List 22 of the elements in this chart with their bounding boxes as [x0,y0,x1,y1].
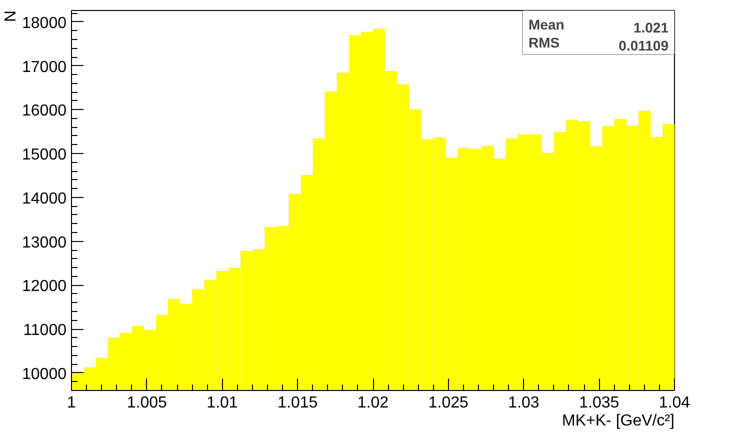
y-tick-label: 10000 [22,366,67,383]
y-tick-label: 11000 [23,322,67,340]
y-tick-label: 12000 [22,278,67,296]
y-axis-title: N [2,10,20,22]
y-tick-label: 13000 [22,234,67,252]
text: Mean 1.021 [528,16,669,36]
x-tick-label: 1.04 [658,394,690,412]
x-tick-label: 1.015 [278,394,318,412]
y-tick-label: 15000 [22,146,67,164]
x-tick-label: 1.03 [508,394,540,412]
x-tick-label: 1.02 [357,394,389,412]
x-tick-label: 1.035 [579,394,620,412]
x-axis-title: MK+K- [GeV/c²] [562,412,674,430]
x-tick-label: 1.005 [126,394,167,412]
x-tick-label: 1 [67,394,76,412]
y-tick-label: 16000 [22,102,67,120]
y-tick-label: 14000 [22,190,67,208]
text: RMS 0.01109 [528,34,669,54]
y-tick-label: 17000 [22,58,67,76]
x-tick-label: 1.01 [206,394,238,412]
y-tick-label: 18000 [22,14,67,32]
x-tick-label: 1.025 [428,394,468,412]
